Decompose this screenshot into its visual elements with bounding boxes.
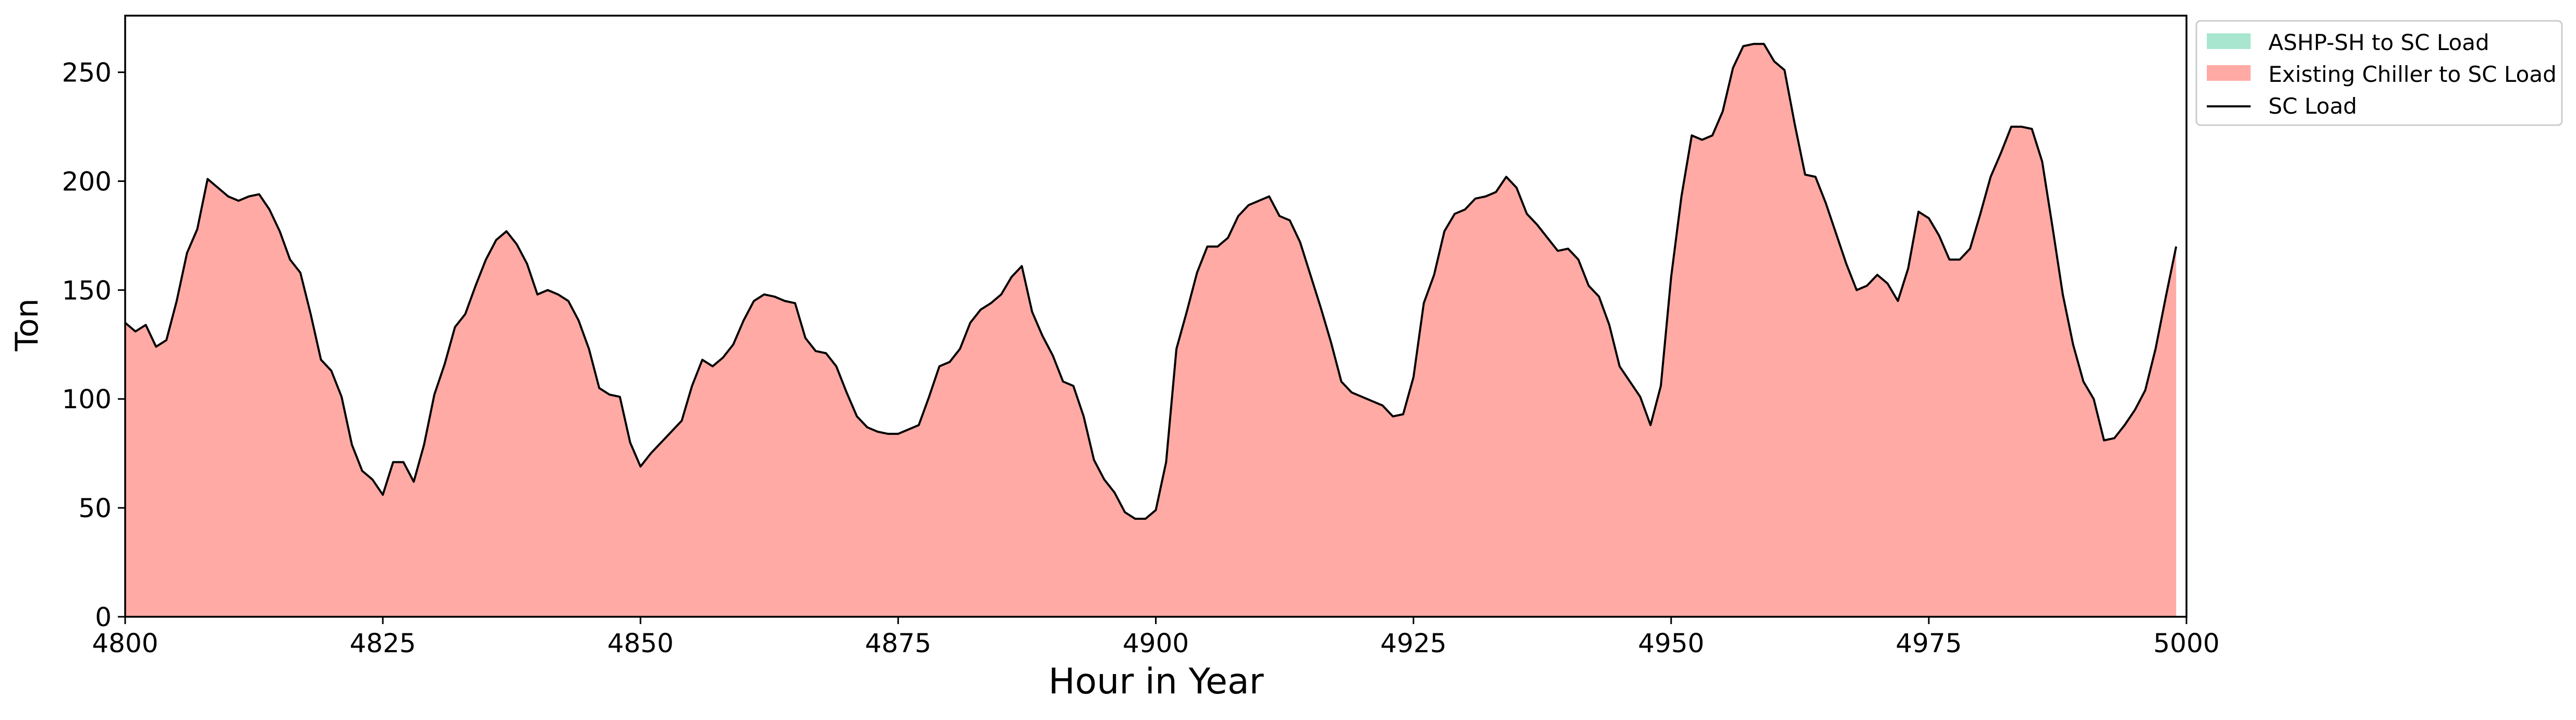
y-tick-label: 200 xyxy=(62,166,112,197)
legend-label-ashp-sh: ASHP-SH to SC Load xyxy=(2268,30,2489,55)
legend-frame xyxy=(2195,20,2563,126)
x-tick-label: 4925 xyxy=(1380,628,1447,658)
legend-swatch-ashp-sh xyxy=(2207,33,2251,49)
legend-label-existing-chiller: Existing Chiller to SC Load xyxy=(2268,62,2557,87)
series-area-existing-chiller xyxy=(125,44,2177,617)
y-tick-label: 50 xyxy=(78,493,112,523)
x-tick-label: 4850 xyxy=(607,628,674,658)
x-axis: 4800 4825 4850 4875 4900 4925 4950 4975 5000 xyxy=(92,617,2220,658)
x-tick-label: 4800 xyxy=(92,628,158,658)
legend-swatch-existing-chiller xyxy=(2207,65,2251,81)
plot-area xyxy=(124,43,2178,617)
x-axis-label: Hour in Year xyxy=(1049,661,1264,702)
series-line-sc-load xyxy=(124,43,2178,520)
x-tick-label: 4950 xyxy=(1638,628,1704,658)
x-tick-label: 4875 xyxy=(865,628,931,658)
legend: ASHP-SH to SC Load Existing Chiller to S… xyxy=(2195,20,2563,126)
x-tick-label: 5000 xyxy=(2153,628,2219,658)
y-tick-label: 250 xyxy=(62,58,112,88)
y-tick-label: 150 xyxy=(62,275,112,306)
y-axis: 0 50 100 150 200 250 xyxy=(62,58,125,632)
y-tick-label: 100 xyxy=(62,384,112,414)
y-axis-label: Ton xyxy=(9,298,45,351)
x-tick-label: 4900 xyxy=(1123,628,1189,658)
y-tick-label: 0 xyxy=(95,602,112,632)
x-tick-label: 4975 xyxy=(1895,628,1962,658)
legend-label-sc-load: SC Load xyxy=(2268,93,2357,119)
x-tick-label: 4825 xyxy=(350,628,416,658)
